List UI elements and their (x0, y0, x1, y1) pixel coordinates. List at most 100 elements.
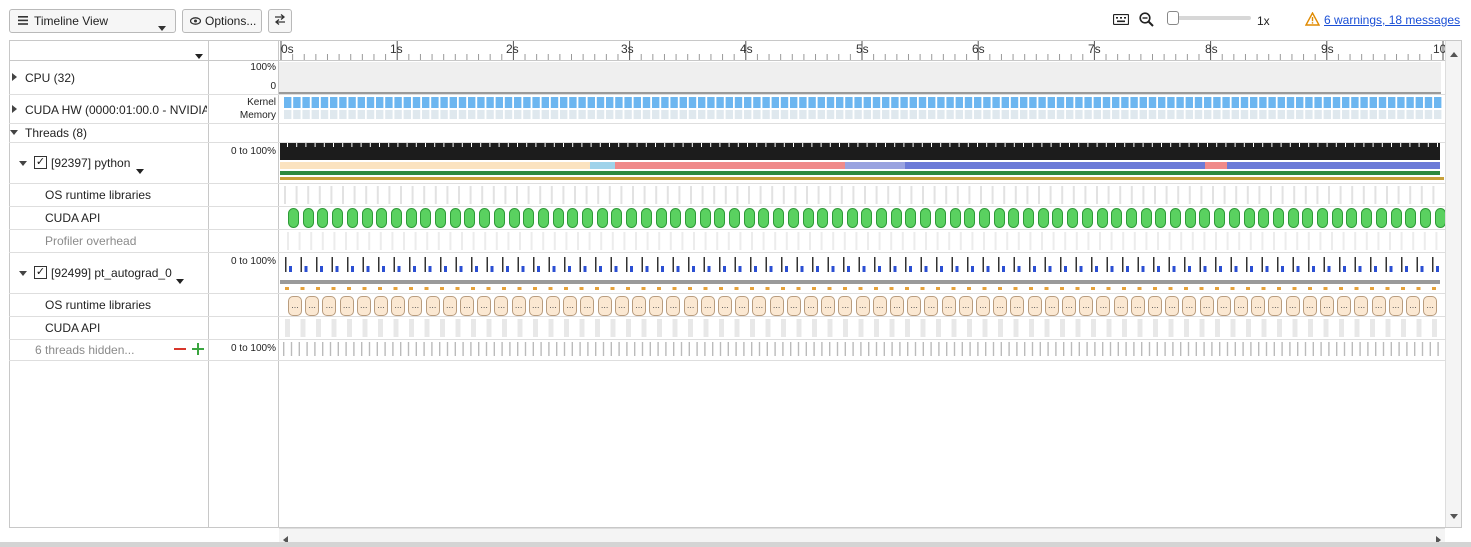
collapse-arrow-icon[interactable] (19, 161, 27, 166)
autograd-event (459, 266, 463, 272)
thread-checkbox-python[interactable]: ✓ (34, 156, 47, 169)
chevron-down-icon[interactable] (136, 163, 144, 177)
scroll-up-arrow-icon[interactable] (1450, 46, 1458, 60)
column-menu-icon[interactable] (195, 48, 203, 62)
collapse-arrow-icon[interactable] (19, 271, 27, 276)
swap-button[interactable] (268, 9, 292, 33)
zoom-out-icon[interactable] (1139, 12, 1154, 30)
python-os-call (1049, 186, 1052, 204)
autograd-event (1033, 266, 1036, 272)
cuda-kernel-block (1038, 97, 1046, 108)
row-label-python[interactable]: [92397] python (51, 156, 131, 170)
python-os-call (1154, 186, 1156, 204)
horizontal-scrollbar[interactable] (279, 528, 1445, 544)
time-ruler[interactable] (279, 41, 1445, 60)
autograd-cuda-call (378, 319, 383, 337)
cuda-kernel-block (744, 97, 752, 108)
python-utilization-gap (802, 143, 804, 147)
cuda-kernel-block (1342, 97, 1350, 108)
overhead-marker (414, 232, 417, 250)
autograd-event (397, 266, 401, 272)
python-os-call (806, 186, 808, 204)
autograd-event (1172, 266, 1176, 272)
cuda-memory-block (366, 110, 375, 119)
view-select[interactable]: Timeline View (9, 9, 176, 33)
cuda-kernel-block (569, 97, 577, 108)
cuda-kernel-block (1305, 97, 1313, 108)
minus-icon[interactable] (174, 343, 186, 358)
python-os-call (736, 186, 739, 204)
row-label-cpu[interactable]: CPU (32) (25, 71, 76, 85)
autograd-marker (1153, 287, 1157, 290)
python-utilization-gap (1087, 143, 1089, 147)
row-label-cuda-hw[interactable]: CUDA HW (0000:01:00.0 - NVIDIA ( (25, 103, 207, 117)
expand-arrow-icon[interactable] (12, 105, 17, 113)
scroll-down-arrow-icon[interactable] (1450, 508, 1458, 522)
row-label-python-cuda[interactable]: CUDA API (45, 211, 101, 225)
row-label-python-os[interactable]: OS runtime libraries (45, 188, 152, 202)
autograd-marker (1215, 287, 1219, 290)
row-label-autograd[interactable]: [92499] pt_autograd_0 (51, 266, 172, 280)
row-label-autograd-os[interactable]: OS runtime libraries (45, 298, 152, 312)
timeline-tracks[interactable] (279, 61, 1445, 361)
cuda-kernel-block (1010, 97, 1019, 108)
zoom-slider-thumb[interactable] (1167, 11, 1179, 25)
python-utilization-gap (351, 143, 353, 147)
hidden-thread-tick (571, 342, 573, 356)
chevron-down-icon[interactable] (176, 273, 184, 287)
cuda-memory-block (771, 110, 779, 119)
python-utilization-gap (590, 143, 592, 147)
cuda-memory-block (1415, 110, 1423, 119)
options-button[interactable]: Options... (182, 9, 262, 33)
python-os-call (864, 186, 866, 204)
overhead-marker (681, 232, 684, 250)
autograd-cuda-call (1168, 319, 1174, 337)
row-label-threads[interactable]: Threads (8) (25, 126, 88, 140)
python-utilization-gap (1105, 143, 1107, 147)
vertical-scrollbar[interactable] (1445, 41, 1461, 527)
hidden-thread-tick (829, 342, 831, 356)
hidden-thread-tick (1141, 342, 1143, 356)
row-label-autograd-cuda[interactable]: CUDA API (45, 321, 101, 335)
thread-checkbox-autograd[interactable]: ✓ (34, 266, 47, 279)
autograd-cuda-call (393, 319, 399, 337)
cuda-kernel-block (1388, 97, 1396, 108)
overhead-marker (1145, 232, 1148, 250)
python-os-call (887, 186, 890, 204)
autograd-cuda-call (734, 319, 740, 337)
autograd-event (444, 266, 447, 272)
expand-arrow-icon[interactable] (12, 73, 17, 81)
overhead-marker (843, 232, 846, 250)
autograd-event (971, 266, 974, 272)
warnings-link[interactable]: 6 warnings, 18 messages (1324, 13, 1461, 27)
zoom-slider[interactable] (1167, 11, 1251, 25)
python-os-call (295, 186, 298, 204)
python-os-call (597, 186, 600, 204)
hidden-thread-tick (953, 342, 956, 356)
plus-icon[interactable] (192, 343, 204, 358)
hidden-threads-label[interactable]: 6 threads hidden... (35, 343, 135, 357)
keyboard-icon[interactable] (1112, 13, 1130, 28)
view-select-label: Timeline View (34, 14, 109, 28)
cuda-memory-block (845, 110, 853, 119)
collapse-arrow-icon[interactable] (10, 130, 18, 135)
hidden-thread-tick (899, 342, 901, 356)
autograd-marker (1122, 287, 1126, 290)
python-os-call (1072, 186, 1075, 204)
python-os-call (1316, 186, 1319, 204)
autograd-cuda-call (641, 319, 647, 337)
autograd-marker (455, 287, 460, 290)
bottom-panel-splitter[interactable] (0, 542, 1471, 547)
autograd-activity-tick (347, 257, 349, 272)
cuda-memory-block (1250, 110, 1258, 119)
row-label-python-overhead[interactable]: Profiler overhead (45, 234, 137, 248)
cuda-memory-block (1010, 110, 1019, 119)
cuda-kernel-block (1314, 97, 1322, 108)
timeline-frame (9, 40, 1462, 528)
python-os-call (469, 186, 472, 204)
tick-3s: 3s (621, 42, 634, 56)
overhead-marker (1006, 232, 1009, 250)
cuda-kernel-block (1001, 97, 1009, 108)
autograd-marker (905, 287, 909, 290)
cuda-memory-block (891, 110, 899, 119)
